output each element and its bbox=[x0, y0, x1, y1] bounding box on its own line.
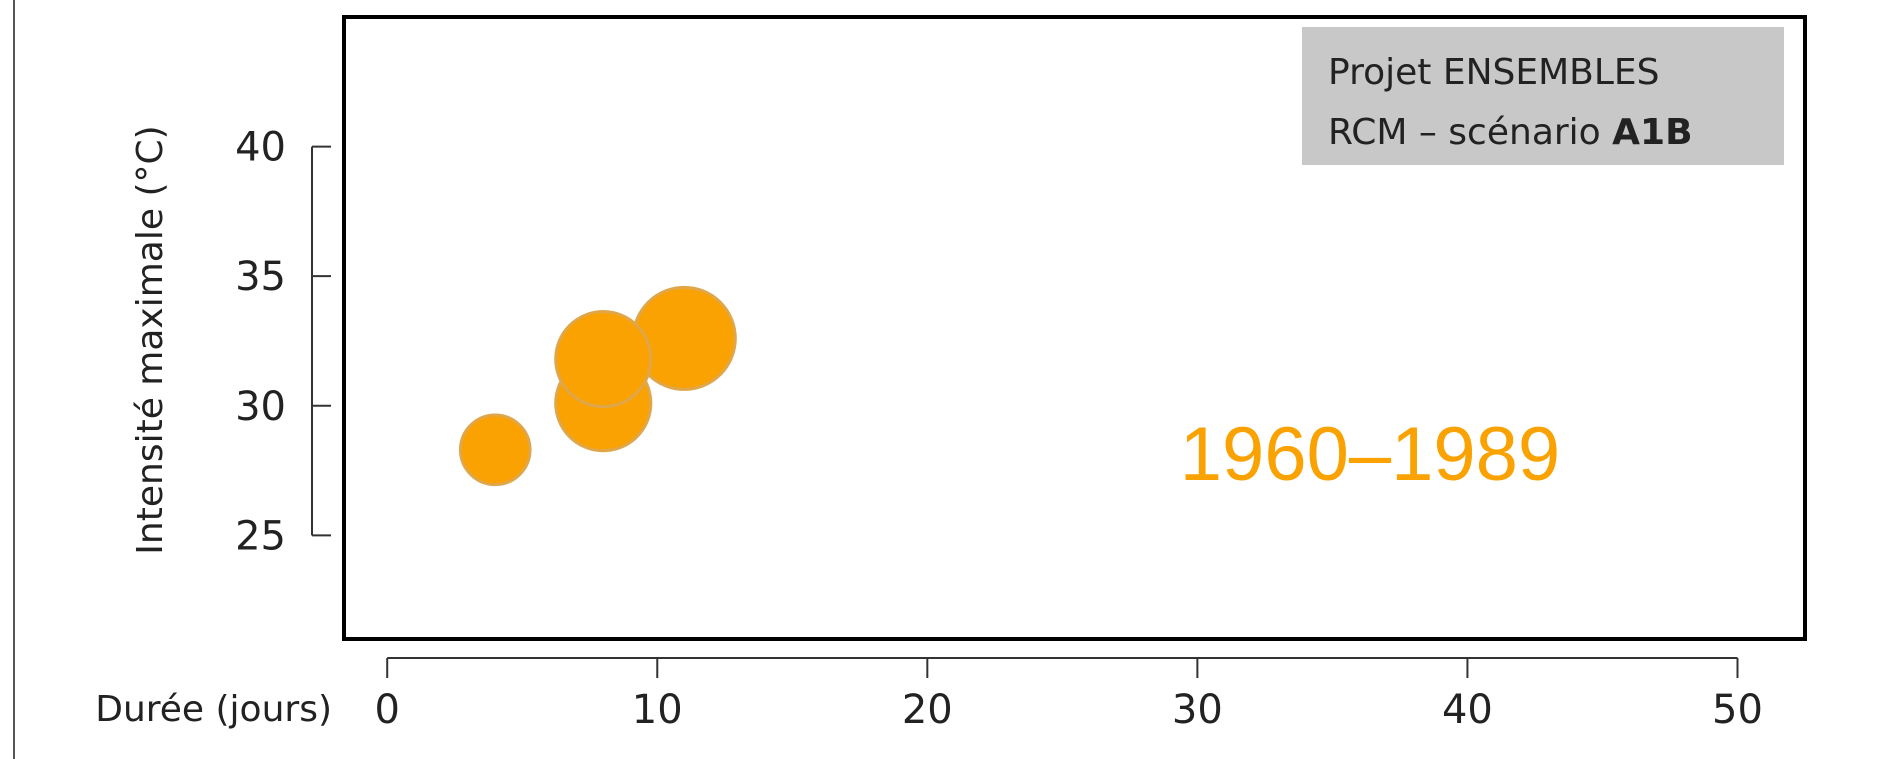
info-line-2: RCM – scénario A1B bbox=[1328, 112, 1693, 153]
y-axis: 25 30 35 40 bbox=[235, 125, 331, 559]
x-tick-label: 40 bbox=[1442, 687, 1493, 733]
x-tick-label: 20 bbox=[902, 687, 953, 733]
info-box bbox=[1302, 27, 1784, 165]
x-tick-label: 0 bbox=[374, 687, 399, 733]
bubble-point bbox=[554, 310, 653, 409]
info-line-1: Projet ENSEMBLES bbox=[1328, 52, 1660, 93]
plot-frame bbox=[342, 15, 1807, 641]
x-axis-title: Durée (jours) bbox=[95, 689, 332, 730]
y-tick-label: 30 bbox=[235, 384, 286, 430]
period-label: 1960–1989 bbox=[1180, 412, 1560, 497]
bubble-point bbox=[458, 413, 532, 487]
scenario-label: A1B bbox=[1612, 112, 1692, 153]
x-tick-label: 50 bbox=[1712, 687, 1763, 733]
x-tick-label: 10 bbox=[632, 687, 683, 733]
y-tick-label: 40 bbox=[235, 125, 286, 171]
x-tick-label: 30 bbox=[1172, 687, 1223, 733]
y-tick-label: 35 bbox=[235, 254, 286, 300]
bubble-series bbox=[458, 285, 737, 487]
y-tick-label: 25 bbox=[235, 513, 286, 559]
y-axis-title: Intensité maximale (°C) bbox=[130, 125, 171, 554]
x-axis: 0 10 20 30 40 50 bbox=[374, 657, 1763, 733]
info-line-2-prefix: RCM – scénario bbox=[1328, 112, 1612, 153]
